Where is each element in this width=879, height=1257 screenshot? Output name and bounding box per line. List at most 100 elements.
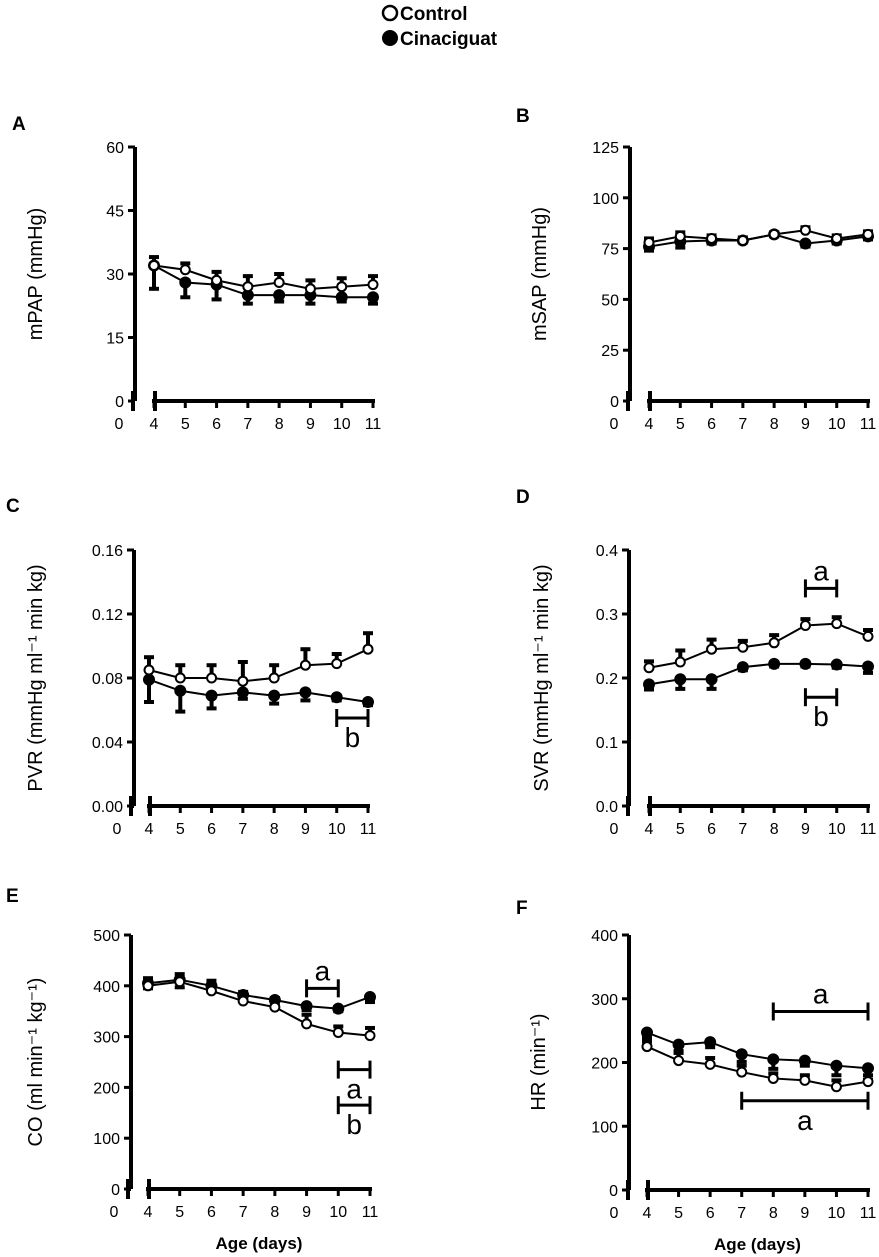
y-tick-label: 300 bbox=[591, 992, 618, 1009]
x-tick-label: 5 bbox=[181, 416, 190, 433]
data-point bbox=[268, 689, 281, 702]
significance-label: a bbox=[813, 979, 829, 1010]
x-tick-label: 9 bbox=[302, 1204, 311, 1221]
y-tick-label: 0.2 bbox=[596, 671, 618, 688]
series-control bbox=[643, 224, 874, 249]
data-point bbox=[862, 228, 874, 240]
panel-letter: F bbox=[516, 898, 528, 919]
data-point bbox=[799, 620, 811, 632]
data-point bbox=[332, 1027, 344, 1039]
y-tick-label: 25 bbox=[601, 343, 619, 360]
data-point bbox=[237, 995, 249, 1007]
data-point bbox=[269, 1001, 281, 1013]
data-point bbox=[736, 661, 749, 674]
y-axis-label: mPAP (mmHg) bbox=[25, 208, 47, 341]
x-tick-label: 10 bbox=[828, 1205, 846, 1222]
panel-letter: B bbox=[516, 106, 530, 127]
series-cinaciguat bbox=[643, 657, 874, 692]
y-tick-label: 15 bbox=[106, 331, 124, 348]
data-point bbox=[643, 662, 655, 674]
data-point bbox=[799, 224, 811, 236]
data-point bbox=[236, 686, 249, 699]
y-tick-label: 0.0 bbox=[596, 799, 618, 816]
panel-d: D SVR (mmHg ml⁻¹ min kg) 0.0 0.1 0.2 0.3 0.4 0 4… bbox=[516, 487, 876, 838]
data-point bbox=[336, 281, 348, 293]
x-tick-label: 8 bbox=[275, 416, 284, 433]
data-point bbox=[362, 696, 374, 708]
panel-letter: C bbox=[6, 496, 20, 517]
data-point bbox=[830, 1059, 843, 1072]
y-tick-label: 0.3 bbox=[596, 607, 618, 624]
data-point bbox=[237, 675, 249, 687]
y-tick-label: 0.16 bbox=[92, 543, 123, 560]
data-point bbox=[674, 673, 687, 686]
data-point bbox=[206, 672, 218, 684]
data-point bbox=[704, 1036, 717, 1049]
x-tick-label: 11 bbox=[360, 821, 377, 838]
y-axis-label: HR (min⁻¹) bbox=[528, 1013, 550, 1110]
data-point bbox=[735, 1048, 748, 1061]
data-point bbox=[706, 232, 718, 244]
data-point bbox=[831, 232, 843, 244]
x-tick-label: 0 bbox=[610, 416, 619, 433]
x-axis-label: Age (days) bbox=[216, 1234, 303, 1253]
series-control bbox=[142, 972, 376, 1042]
x-tick-label: 11 bbox=[860, 416, 877, 433]
data-point bbox=[768, 228, 780, 240]
x-tick-label: 8 bbox=[770, 821, 779, 838]
y-tick-label: 400 bbox=[591, 928, 618, 945]
y-axis-label: SVR (mmHg ml⁻¹ min kg) bbox=[531, 564, 553, 791]
significance-label: a bbox=[315, 955, 331, 986]
x-tick-label: 9 bbox=[306, 416, 315, 433]
data-point bbox=[672, 1038, 685, 1051]
significance-bracket: a bbox=[740, 1091, 870, 1136]
x-tick-label: 6 bbox=[207, 1204, 216, 1221]
data-point bbox=[705, 673, 718, 686]
x-tick-label: 7 bbox=[737, 1205, 746, 1222]
data-point bbox=[273, 289, 286, 302]
x-tick-label: 6 bbox=[707, 821, 716, 838]
x-tick-label: 4 bbox=[643, 1205, 652, 1222]
panel-letter: D bbox=[516, 487, 530, 508]
x-tick-label: 8 bbox=[270, 1204, 279, 1221]
y-tick-label: 0 bbox=[111, 1182, 120, 1199]
legend-cinaciguat-marker bbox=[382, 30, 398, 46]
data-point bbox=[862, 1076, 874, 1088]
y-axis-label: CO (ml min⁻¹ kg⁻¹) bbox=[25, 978, 47, 1147]
x-tick-label: 4 bbox=[645, 821, 654, 838]
legend: Control Cinaciguat bbox=[381, 4, 498, 50]
data-point bbox=[643, 237, 655, 249]
y-tick-label: 60 bbox=[106, 140, 124, 157]
significance-bracket: a bbox=[336, 1060, 372, 1105]
x-tick-label: 0 bbox=[115, 416, 124, 433]
data-point bbox=[174, 684, 187, 697]
data-point bbox=[362, 643, 374, 655]
x-tick-label: 0 bbox=[610, 1205, 619, 1222]
x-tick-label: 6 bbox=[207, 821, 216, 838]
y-tick-label: 500 bbox=[93, 928, 120, 945]
y-tick-label: 100 bbox=[93, 1131, 120, 1148]
y-tick-label: 0 bbox=[115, 394, 124, 411]
data-point bbox=[736, 1066, 748, 1078]
data-point bbox=[331, 658, 343, 670]
data-point bbox=[673, 1055, 685, 1067]
data-point bbox=[179, 276, 192, 289]
x-tick-label: 7 bbox=[738, 416, 747, 433]
legend-control-label: Control bbox=[400, 4, 468, 25]
x-tick-label: 6 bbox=[706, 1205, 715, 1222]
panel-letter: A bbox=[12, 114, 26, 135]
data-point bbox=[205, 985, 217, 997]
data-point bbox=[831, 618, 843, 630]
x-tick-label: 11 bbox=[860, 821, 877, 838]
x-tick-label: 5 bbox=[676, 821, 685, 838]
y-tick-label: 0 bbox=[609, 1183, 618, 1200]
x-tick-label: 4 bbox=[645, 416, 654, 433]
legend-control-marker bbox=[381, 4, 399, 22]
significance-bracket: a bbox=[771, 979, 870, 1021]
x-tick-label: 9 bbox=[800, 1205, 809, 1222]
data-point bbox=[205, 689, 218, 702]
x-tick-label: 8 bbox=[270, 821, 279, 838]
data-point bbox=[830, 658, 843, 671]
